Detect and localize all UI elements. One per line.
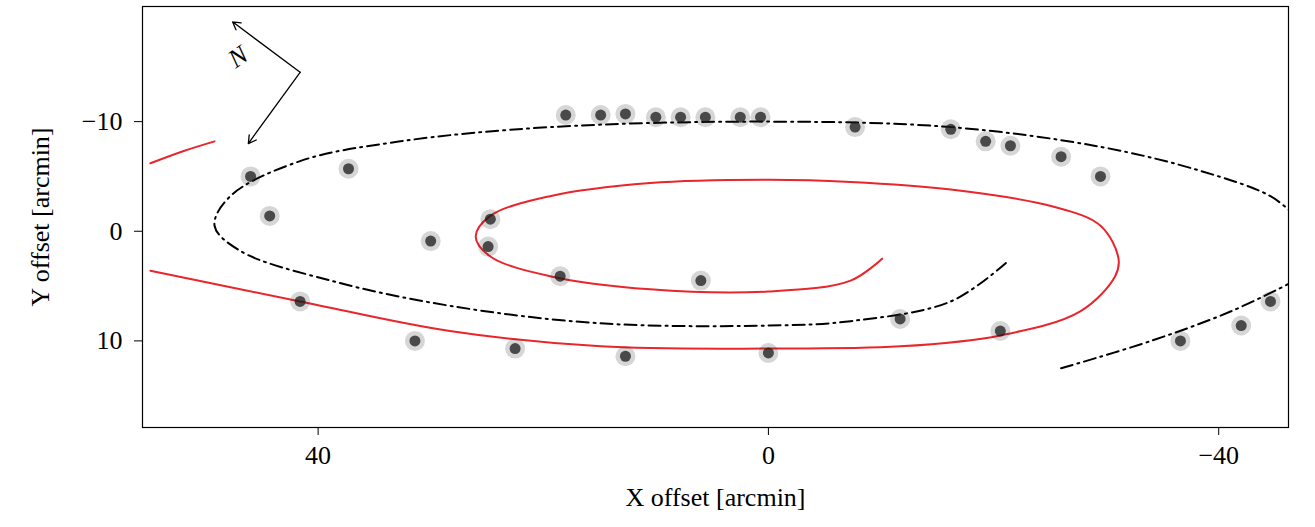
svg-text:−10: −10 bbox=[82, 107, 123, 136]
svg-text:0: 0 bbox=[762, 441, 775, 470]
svg-text:Y offset [arcmin]: Y offset [arcmin] bbox=[26, 127, 55, 306]
svg-text:40: 40 bbox=[305, 441, 331, 470]
svg-text:0: 0 bbox=[110, 217, 123, 246]
svg-text:10: 10 bbox=[97, 326, 123, 355]
svg-text:N: N bbox=[222, 39, 255, 74]
svg-text:−40: −40 bbox=[1198, 441, 1239, 470]
svg-text:X offset [arcmin]: X offset [arcmin] bbox=[625, 483, 805, 512]
